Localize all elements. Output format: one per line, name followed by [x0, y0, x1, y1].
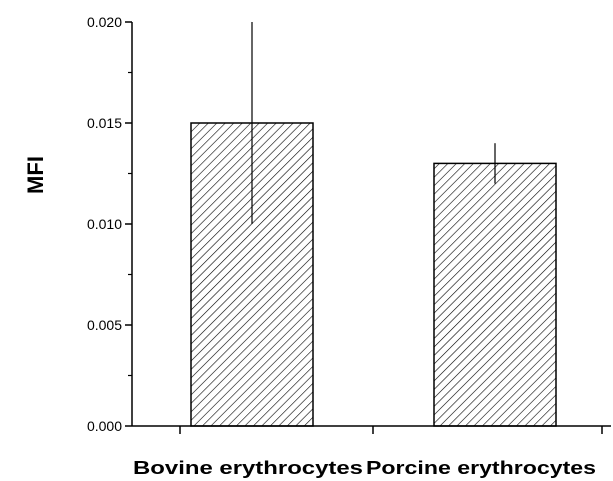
bars-layer [190, 122, 557, 427]
y-tick-label: 0.015 [87, 115, 122, 131]
bar-2 [433, 162, 557, 427]
x-category-label: Bovine erythrocytes [133, 458, 363, 478]
y-ticks-layer: 0.000 0.005 0.010 0.015 0.020 [87, 14, 132, 434]
y-axis-title: MFI [23, 156, 48, 194]
error-bars-layer [251, 22, 496, 224]
x-ticks-layer: Bovine erythrocytes Porcine erythrocytes [133, 426, 603, 478]
x-category-label: Porcine erythrocytes [366, 458, 596, 478]
y-tick-label: 0.005 [87, 317, 122, 333]
y-tick-label: 0.020 [87, 14, 122, 30]
y-tick-label: 0.000 [87, 418, 122, 434]
y-tick-label: 0.010 [87, 216, 122, 232]
